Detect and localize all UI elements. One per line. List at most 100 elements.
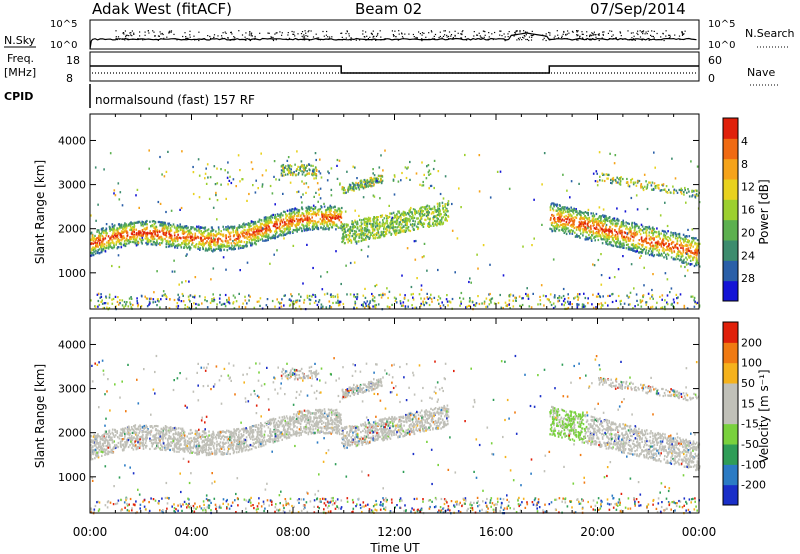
data-cell [409, 160, 411, 164]
data-cell [194, 246, 197, 249]
nsky-point [230, 31, 232, 34]
data-cell [431, 207, 434, 210]
data-cell [113, 245, 116, 248]
data-cell [330, 188, 333, 191]
data-cell [398, 210, 400, 213]
data-cell [353, 224, 356, 228]
data-cell [571, 303, 573, 306]
data-cell [94, 234, 96, 237]
nsky-point [526, 31, 528, 33]
data-cell [232, 227, 234, 230]
data-cell [293, 219, 296, 223]
data-cell [560, 223, 563, 227]
nsky-point [637, 33, 639, 36]
data-cell [284, 173, 287, 176]
data-cell [145, 233, 147, 236]
data-cell [336, 209, 338, 212]
data-cell [618, 177, 621, 180]
data-cell [218, 228, 220, 231]
data-cell [334, 205, 336, 208]
data-cell [406, 227, 409, 230]
data-cell [280, 169, 283, 172]
data-cell [354, 238, 356, 241]
nsky-point [591, 32, 593, 34]
nsky-point [131, 35, 133, 37]
nsky-point [395, 36, 397, 38]
data-cell [652, 232, 655, 235]
data-cell [232, 178, 235, 181]
data-cell [212, 239, 214, 242]
data-cell [252, 227, 255, 230]
data-cell [551, 214, 554, 217]
data-cell [363, 232, 365, 235]
data-cell [181, 242, 183, 245]
nsky-point [439, 35, 441, 38]
data-cell [616, 245, 618, 248]
data-cell [293, 171, 295, 174]
data-cell [490, 301, 492, 304]
data-cell [639, 243, 641, 246]
data-cell [601, 242, 604, 245]
data-cell [419, 220, 422, 223]
data-cell [632, 243, 634, 246]
data-cell [160, 236, 163, 239]
data-cell [433, 159, 436, 162]
data-cell [651, 229, 653, 232]
data-cell [345, 235, 348, 239]
data-cell [651, 251, 654, 254]
data-cell [579, 217, 581, 220]
nsky-point [115, 37, 117, 40]
data-cell [113, 224, 116, 227]
data-cell [100, 232, 103, 235]
data-cell [446, 219, 448, 222]
data-cell [363, 229, 366, 232]
data-cell [250, 220, 253, 223]
data-cell [315, 173, 317, 176]
nave-tick-top: 60 [708, 54, 722, 67]
data-cell [303, 225, 305, 228]
data-cell [689, 246, 692, 249]
data-cell [213, 297, 215, 300]
data-cell [303, 301, 305, 304]
data-cell [645, 252, 647, 255]
nsky-point [285, 38, 287, 40]
nsky-point [589, 35, 591, 38]
nsky-point [253, 38, 256, 40]
data-cell [386, 222, 389, 225]
data-cell [245, 243, 248, 246]
data-cell [670, 231, 672, 234]
data-cell [398, 223, 401, 226]
data-cell [274, 213, 276, 217]
data-cell [103, 243, 106, 246]
data-cell [601, 304, 604, 307]
data-cell [319, 223, 322, 226]
data-cell [167, 240, 170, 243]
nsky-point [514, 31, 516, 34]
nsky-point [231, 33, 233, 35]
data-cell [311, 225, 314, 229]
data-cell [307, 221, 310, 224]
nsky-point [355, 39, 357, 41]
data-cell [593, 215, 596, 218]
data-cell [315, 222, 317, 225]
data-cell [120, 234, 123, 237]
data-cell [175, 237, 178, 240]
data-cell [354, 303, 356, 306]
data-cell [193, 227, 196, 230]
data-cell [406, 223, 408, 226]
data-cell [90, 251, 93, 254]
data-cell [672, 185, 674, 188]
data-cell [661, 306, 664, 309]
data-cell [148, 239, 150, 242]
data-cell [363, 301, 366, 304]
data-cell [292, 172, 295, 175]
nsky-point [274, 33, 276, 35]
data-cell [230, 225, 232, 228]
nsky-point [454, 30, 456, 32]
data-cell [308, 227, 310, 230]
data-cell [194, 232, 197, 235]
data-cell [243, 224, 246, 227]
data-cell [274, 221, 276, 224]
data-cell [439, 221, 442, 224]
data-cell [136, 300, 138, 303]
